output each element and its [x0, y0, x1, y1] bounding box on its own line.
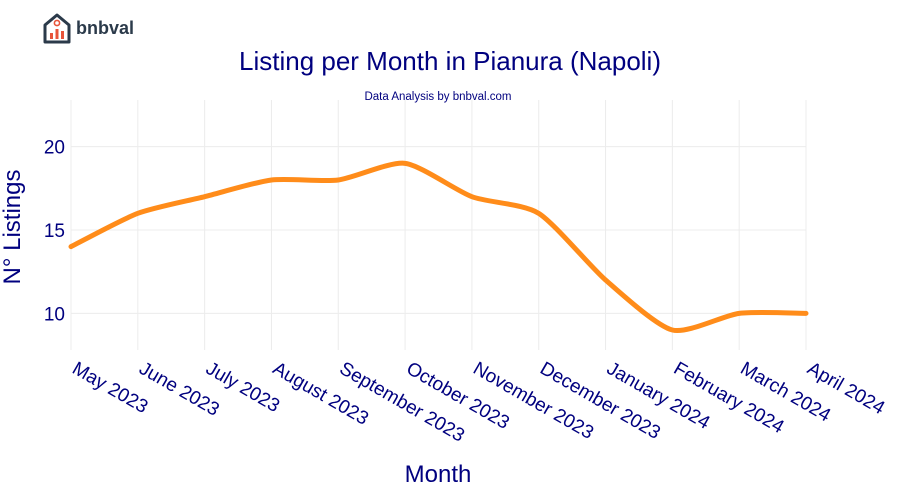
- y-axis-ticks: 10 15 20: [44, 138, 65, 326]
- x-tick-label: February 2024: [670, 358, 788, 438]
- grid: [70, 100, 807, 350]
- brand-logo: bnbval: [42, 12, 134, 44]
- x-tick-label: May 2023: [69, 358, 152, 418]
- series-line-listings: [68, 160, 809, 334]
- y-axis-title: N° Listings: [0, 170, 26, 285]
- chart-title: Listing per Month in Pianura (Napoli): [239, 46, 661, 76]
- y-tick-label: 20: [44, 138, 65, 159]
- brand-name: bnbval: [76, 17, 135, 38]
- y-tick-label: 10: [44, 304, 65, 325]
- x-axis-title: Month: [405, 461, 472, 488]
- y-tick-label: 15: [44, 221, 65, 242]
- chart-subtitle: Data Analysis by bnbval.com: [364, 91, 511, 103]
- house-chart-icon: [43, 13, 71, 44]
